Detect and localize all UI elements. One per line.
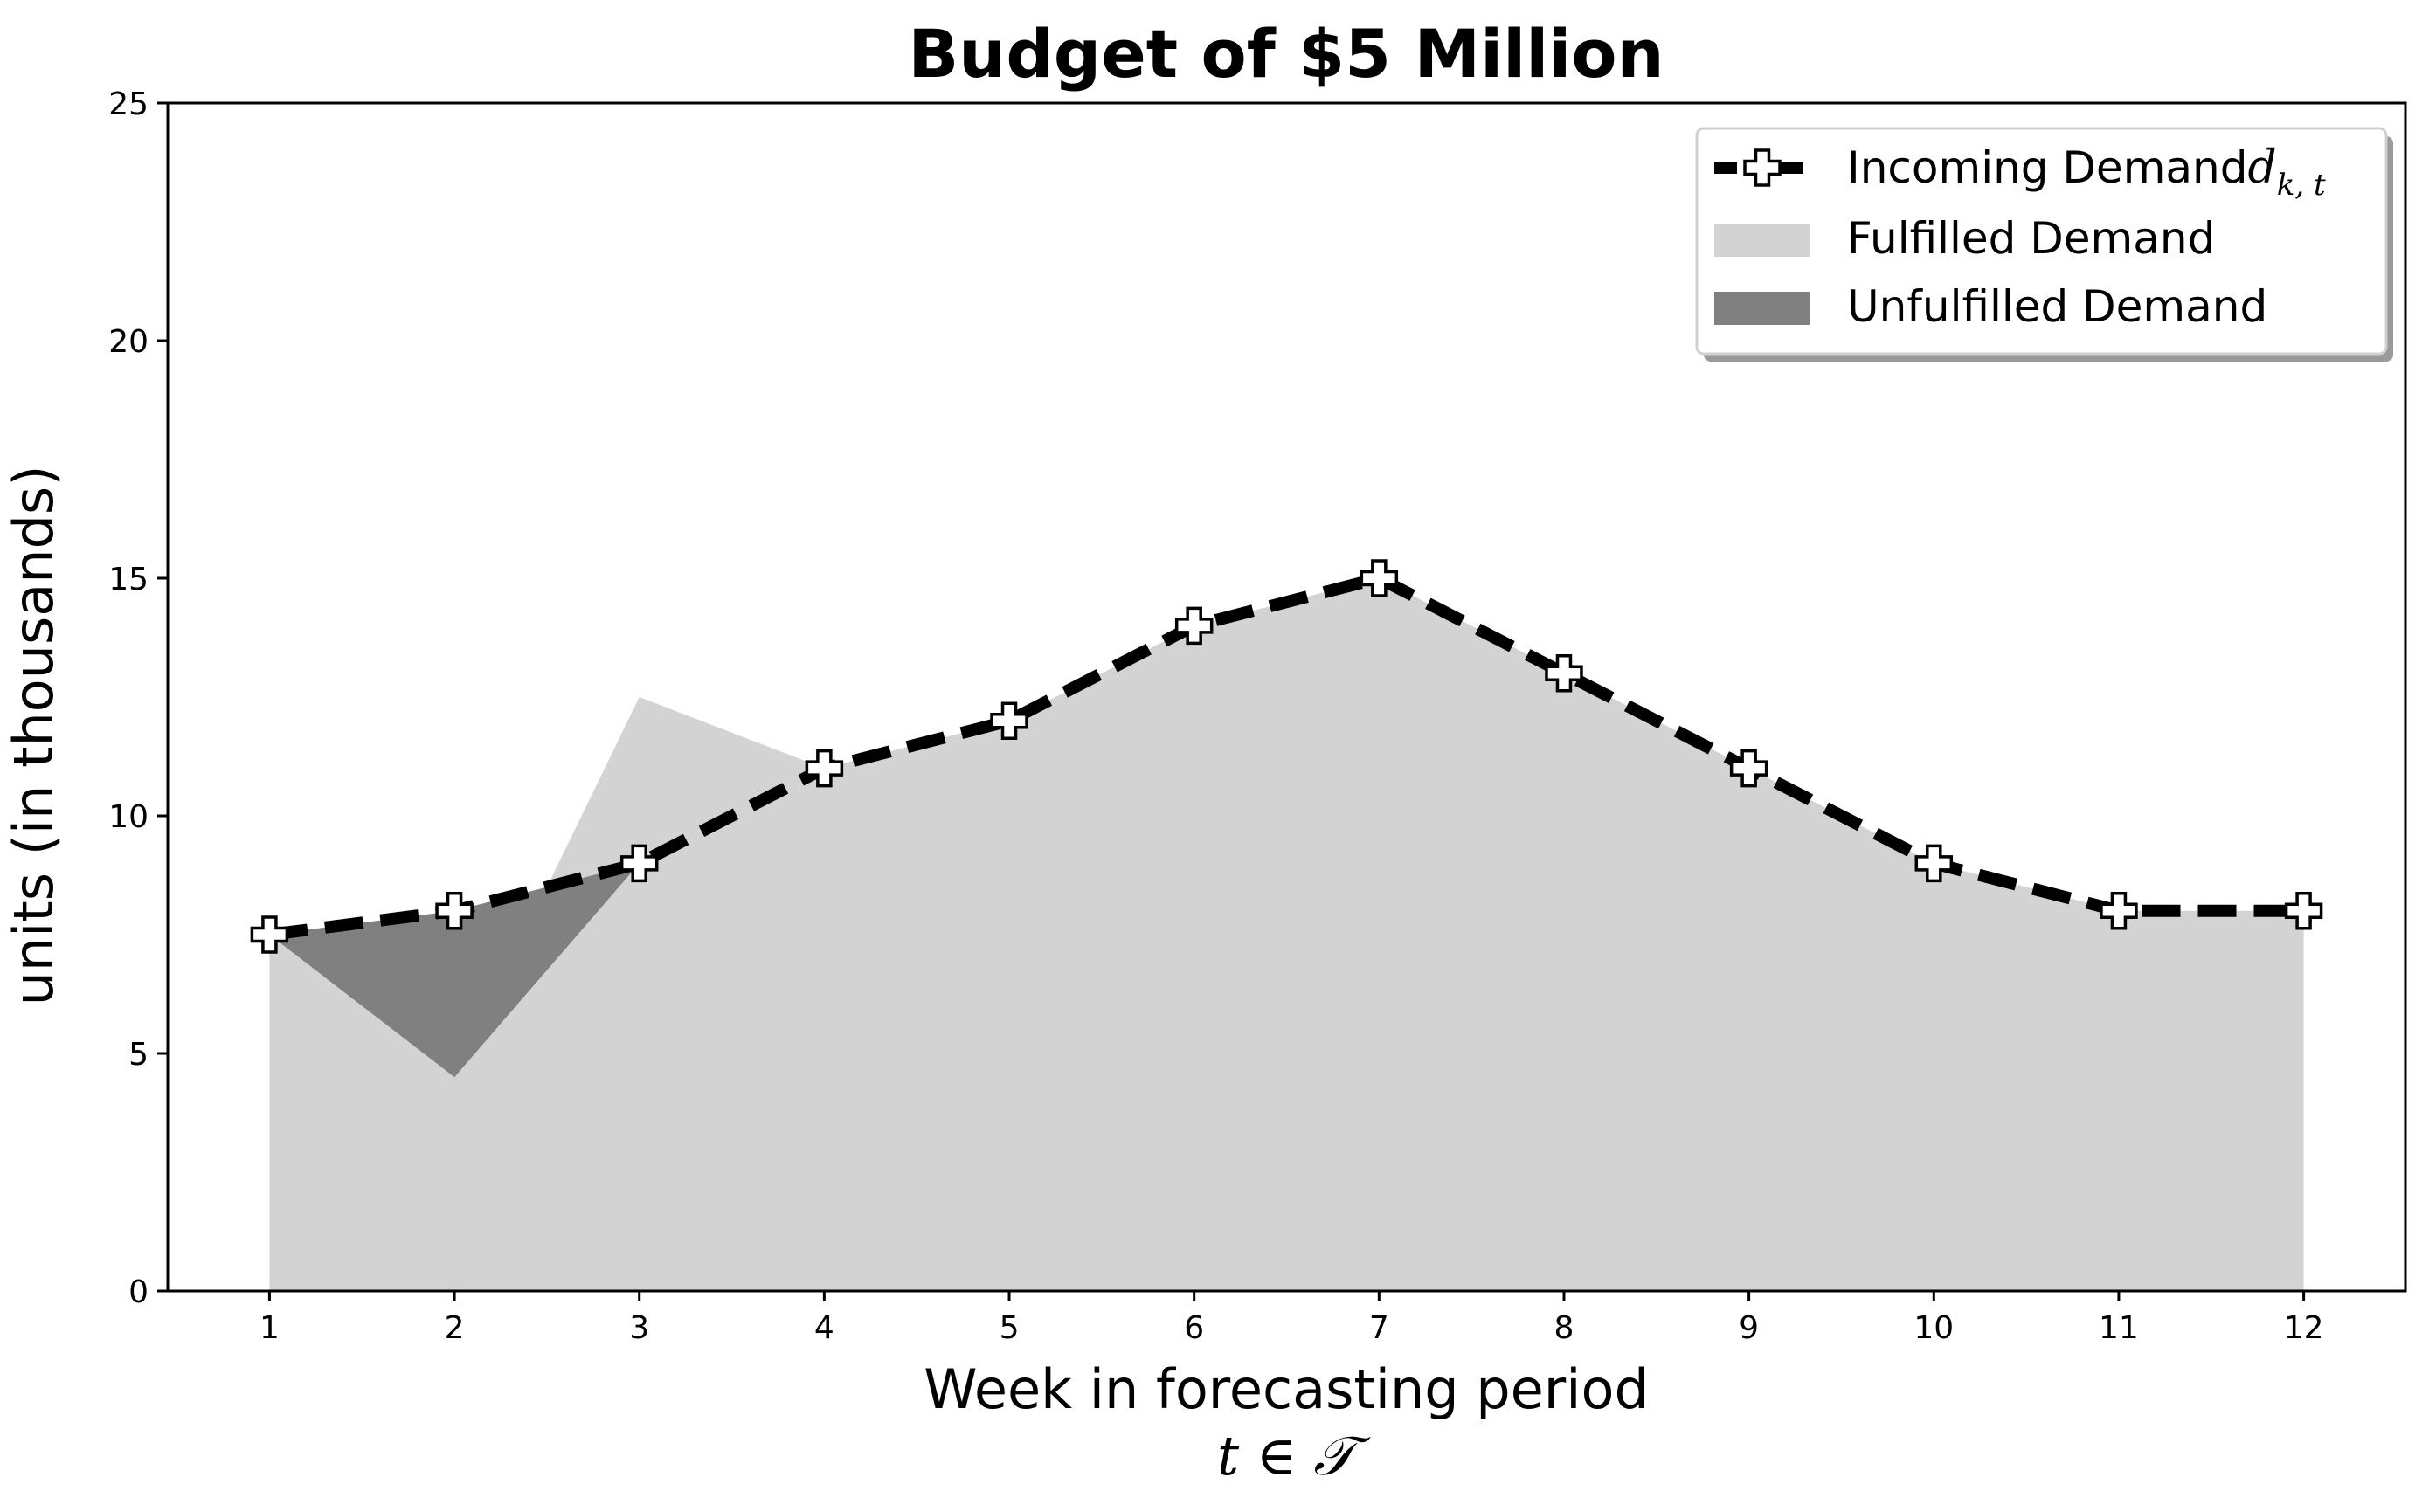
x-tick-label: 5 bbox=[1000, 1310, 1020, 1346]
x-axis-math-label: t ∈ 𝒯 bbox=[1217, 1424, 1371, 1488]
legend-item-incoming-demand: Incoming Demanddk, t bbox=[1714, 142, 2326, 203]
demand-point-plus-marker bbox=[1914, 844, 1954, 883]
demand-point-plus-marker bbox=[990, 701, 1028, 740]
legend-label-incoming-demand-math: d bbox=[2247, 142, 2276, 194]
x-tick-label: 11 bbox=[2099, 1310, 2139, 1346]
y-tick-label: 20 bbox=[108, 324, 149, 360]
legend-label-incoming-demand: Incoming Demand bbox=[1847, 142, 2247, 193]
chart-title: Budget of $5 Million bbox=[908, 15, 1664, 93]
legend-item-unfulfilled-demand: Unfulfilled Demand bbox=[1714, 281, 2267, 332]
demand-point-plus-marker bbox=[1360, 559, 1399, 597]
legend-label-fulfilled-demand: Fulfilled Demand bbox=[1847, 213, 2215, 264]
demand-point-plus-marker bbox=[1174, 606, 1214, 646]
legend-label-unfulfilled-demand: Unfulfilled Demand bbox=[1847, 281, 2267, 332]
unfulfilled-demand-area bbox=[269, 578, 2304, 1078]
x-tick-label: 12 bbox=[2284, 1310, 2324, 1346]
demand-point-plus-marker bbox=[435, 892, 474, 930]
svg-text:Incoming Demanddk, t: Incoming Demanddk, t bbox=[1847, 142, 2326, 203]
y-tick-label: 0 bbox=[128, 1274, 149, 1310]
y-tick-label: 5 bbox=[128, 1037, 149, 1073]
fulfilled-demand-area bbox=[269, 578, 2304, 1291]
y-tick-label: 10 bbox=[108, 799, 149, 835]
legend-swatch-fulfilled bbox=[1714, 224, 1810, 257]
y-axis-label: units (in thousands) bbox=[2, 466, 66, 1006]
demand-point-plus-marker bbox=[1729, 749, 1768, 788]
demand-point-plus-marker bbox=[2284, 892, 2323, 930]
y-tick-label: 15 bbox=[108, 562, 149, 597]
legend-box bbox=[1695, 127, 2388, 356]
x-tick-label: 1 bbox=[260, 1310, 280, 1346]
y-tick-label: 25 bbox=[108, 86, 149, 122]
plot-frame bbox=[166, 101, 2407, 1293]
legend: Incoming Demanddk, t Fulfilled Demand Un… bbox=[1695, 127, 2393, 362]
x-tick-label: 4 bbox=[814, 1310, 834, 1346]
x-tick-label: 9 bbox=[1739, 1310, 1759, 1346]
legend-swatch-unfulfilled bbox=[1714, 292, 1810, 325]
x-tick-label: 10 bbox=[1913, 1310, 1954, 1346]
x-tick-label: 8 bbox=[1554, 1310, 1574, 1346]
x-tick-label: 7 bbox=[1369, 1310, 1389, 1346]
x-tick-label: 2 bbox=[445, 1310, 465, 1346]
x-axis-label: Week in forecasting period bbox=[924, 1357, 1649, 1421]
demand-point-plus-marker bbox=[2100, 892, 2138, 930]
demand-point-plus-marker bbox=[1545, 654, 1583, 693]
demand-point-plus-marker bbox=[619, 844, 659, 883]
legend-label-incoming-demand-subscript: k, t bbox=[2277, 168, 2326, 203]
incoming-demand-line bbox=[268, 572, 2304, 941]
legend-plus-marker-icon bbox=[1743, 148, 1782, 187]
x-tick-label: 6 bbox=[1184, 1310, 1204, 1346]
demand-point-plus-marker bbox=[250, 915, 289, 954]
x-tick-label: 3 bbox=[629, 1310, 649, 1346]
demand-point-plus-marker bbox=[805, 749, 844, 788]
legend-item-fulfilled-demand: Fulfilled Demand bbox=[1714, 213, 2215, 264]
